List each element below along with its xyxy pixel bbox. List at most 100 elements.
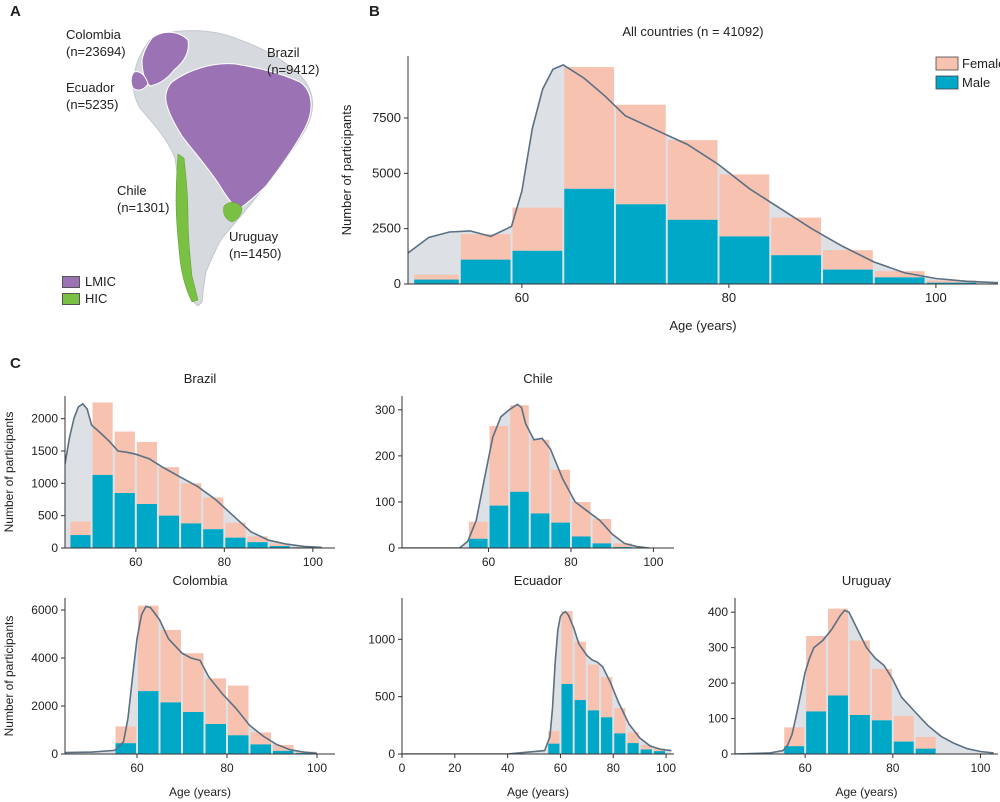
bar-female	[510, 405, 529, 492]
y-tick-label: 0	[388, 541, 395, 555]
y-tick-label: 1000	[31, 476, 58, 490]
x-tick-label: 80	[607, 761, 621, 775]
bar-female	[136, 441, 157, 505]
bar-female	[414, 274, 459, 280]
bar-male	[823, 269, 873, 284]
density-line	[735, 609, 994, 754]
lmic-label: LMIC	[85, 274, 117, 289]
y-axis-label: Number of participants	[339, 104, 354, 235]
bar-female	[574, 641, 586, 701]
bar-male	[574, 700, 586, 754]
bar-male	[530, 513, 550, 548]
bar-female	[564, 67, 615, 189]
bar-female	[250, 732, 271, 745]
map-label-uruguay: Uruguay (n=1450)	[229, 228, 281, 262]
y-tick-label: 1500	[31, 444, 58, 458]
bar-male	[183, 712, 204, 754]
chart-title: Brazil	[184, 371, 217, 386]
bar-male	[414, 279, 459, 284]
bar-male	[587, 710, 600, 754]
bar-male	[273, 750, 294, 754]
x-tick-label: 100	[925, 290, 947, 305]
bar-male	[667, 219, 718, 284]
bar-female	[115, 726, 136, 744]
bar-male	[771, 255, 822, 284]
bar-female	[181, 483, 202, 524]
bar-female	[616, 104, 666, 205]
bar-female	[138, 605, 159, 692]
x-axis-label: Age (years)	[669, 318, 736, 333]
bar-male	[784, 746, 805, 754]
bar-male	[92, 474, 113, 548]
country-count: (n=23694)	[66, 44, 126, 59]
bar-male	[601, 717, 613, 754]
bar-female	[915, 736, 936, 749]
bar-female	[640, 744, 652, 750]
y-tick-label: 4000	[31, 651, 58, 665]
bar-male	[460, 259, 511, 284]
bar-male	[250, 744, 271, 754]
chart-uruguay: 60 80 100 0 100 200 300 400 Uruguay Age (years)	[708, 573, 998, 799]
bar-female	[561, 611, 573, 685]
bar-female	[269, 543, 290, 547]
y-tick-label: 2000	[31, 699, 58, 713]
lmic-swatch	[62, 275, 80, 288]
country-name: Chile	[117, 183, 147, 198]
bar-male	[247, 542, 268, 548]
y-tick-label: 0	[721, 747, 728, 761]
y-tick-label: 0	[394, 276, 401, 291]
bar-female	[512, 207, 563, 251]
bar-female	[183, 653, 204, 712]
hic-label: HIC	[85, 291, 108, 306]
y-axis-label: Number of participants	[2, 616, 16, 737]
chart-title: Uruguay	[842, 573, 892, 588]
map-legend-hic: HIC	[62, 291, 107, 306]
x-tick-label: 100	[307, 761, 327, 775]
bar-female	[823, 250, 873, 270]
bar-female	[871, 668, 892, 721]
bar-male	[551, 522, 570, 548]
y-tick-label: 300	[375, 403, 395, 417]
bar-male	[548, 743, 560, 754]
bar-female	[203, 497, 224, 530]
bar-female	[530, 439, 550, 514]
bar-male	[228, 735, 249, 754]
country-count: (n=1301)	[117, 200, 170, 215]
chart-colombia: 60 80 100 0 2000 4000 6000 Colombia Age (years) N…	[2, 573, 335, 799]
x-tick-label: 80	[564, 555, 578, 569]
bar-female	[719, 174, 770, 237]
chart-legend: Female Male	[935, 56, 1000, 90]
bar-male	[874, 277, 925, 284]
y-axis-label: Number of participants	[2, 412, 16, 533]
map-label-ecuador: Ecuador (n=5235)	[66, 79, 118, 113]
x-tick-label: 20	[448, 761, 462, 775]
x-tick-label: 100	[970, 761, 990, 775]
panel-b-label: B	[369, 3, 380, 20]
bar-male	[468, 538, 488, 548]
legend-label-male: Male	[962, 75, 990, 90]
map-label-colombia: Colombia (n=23694)	[66, 26, 126, 60]
country-count: (n=1450)	[229, 246, 282, 261]
bar-male	[181, 523, 202, 548]
panel-a-label: A	[10, 3, 21, 20]
y-tick-label: 200	[375, 449, 395, 463]
south-america-map	[130, 30, 314, 307]
bar-male	[806, 711, 827, 754]
x-tick-label: 80	[722, 290, 736, 305]
bar-female	[893, 716, 914, 742]
x-axis-label: Age (years)	[507, 785, 569, 799]
x-tick-label: 60	[554, 761, 568, 775]
bar-female	[926, 280, 977, 283]
y-tick-label: 200	[708, 676, 728, 690]
y-tick-label: 400	[708, 605, 728, 619]
bar-male	[849, 715, 870, 754]
density-line	[402, 403, 650, 548]
country-count: (n=5235)	[66, 97, 119, 112]
bar-male	[616, 204, 666, 284]
bar-female	[70, 521, 91, 536]
bar-male	[136, 504, 157, 548]
bar-female	[205, 678, 226, 724]
x-axis-label: Age (years)	[169, 785, 231, 799]
